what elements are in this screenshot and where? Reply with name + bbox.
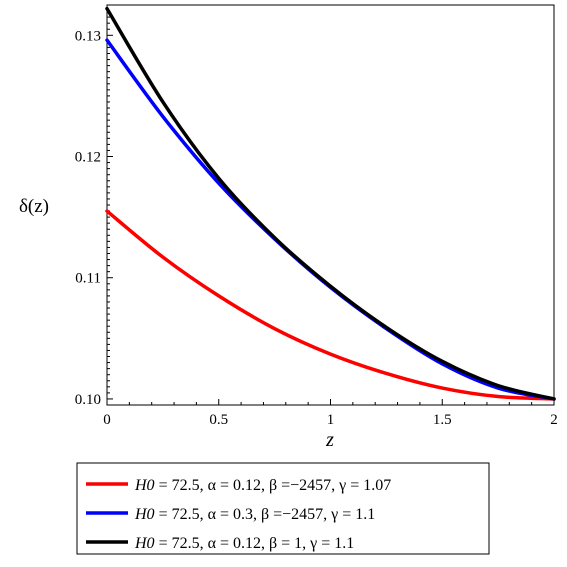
legend-box [76, 462, 490, 555]
x-tick-label: 0 [103, 412, 111, 428]
legend: H0 = 72.5, α = 0.12, β =−2457, γ = 1.07H… [86, 477, 391, 552]
legend-values: = 72.5, α = 0.3, β =−2457, γ = 1.1 [155, 506, 376, 523]
y-axis-label: δ(z) [19, 196, 49, 217]
x-tick-label: 1 [327, 412, 335, 428]
legend-entry-2: H0 = 72.5, α = 0.3, β =−2457, γ = 1.1 [134, 506, 375, 523]
legend-entry-1: H0 = 72.5, α = 0.12, β =−2457, γ = 1.07 [134, 477, 391, 494]
x-axis-label: z [325, 429, 334, 451]
series-line-2 [105, 38, 556, 401]
x-tick-label: 2 [550, 412, 558, 428]
legend-values: = 72.5, α = 0.12, β = 1, γ = 1.1 [155, 535, 355, 552]
legend-param: H0 [134, 477, 155, 494]
x-tick-label: 1.5 [433, 412, 452, 428]
legend-entry-3: H0 = 72.5, α = 0.12, β = 1, γ = 1.1 [134, 535, 354, 552]
legend-values: = 72.5, α = 0.12, β =−2457, γ = 1.07 [155, 477, 392, 494]
y-tick-label: 0.11 [75, 271, 101, 287]
y-tick-label: 0.12 [75, 150, 101, 166]
series-lines [105, 6, 556, 401]
y-tick-label: 0.13 [75, 28, 101, 44]
y-tick-label: 0.10 [75, 392, 101, 408]
series-line-3 [105, 6, 556, 401]
series-line-1 [105, 209, 556, 401]
axis-ticks [106, 10, 555, 405]
legend-param: H0 [134, 535, 155, 552]
plot-frame [106, 4, 555, 406]
x-tick-label: 0.5 [209, 412, 228, 428]
tick-labels: 0 0.5 1 1.5 2 0.10 0.11 0.12 0.13 [75, 28, 558, 428]
legend-param: H0 [134, 506, 155, 523]
